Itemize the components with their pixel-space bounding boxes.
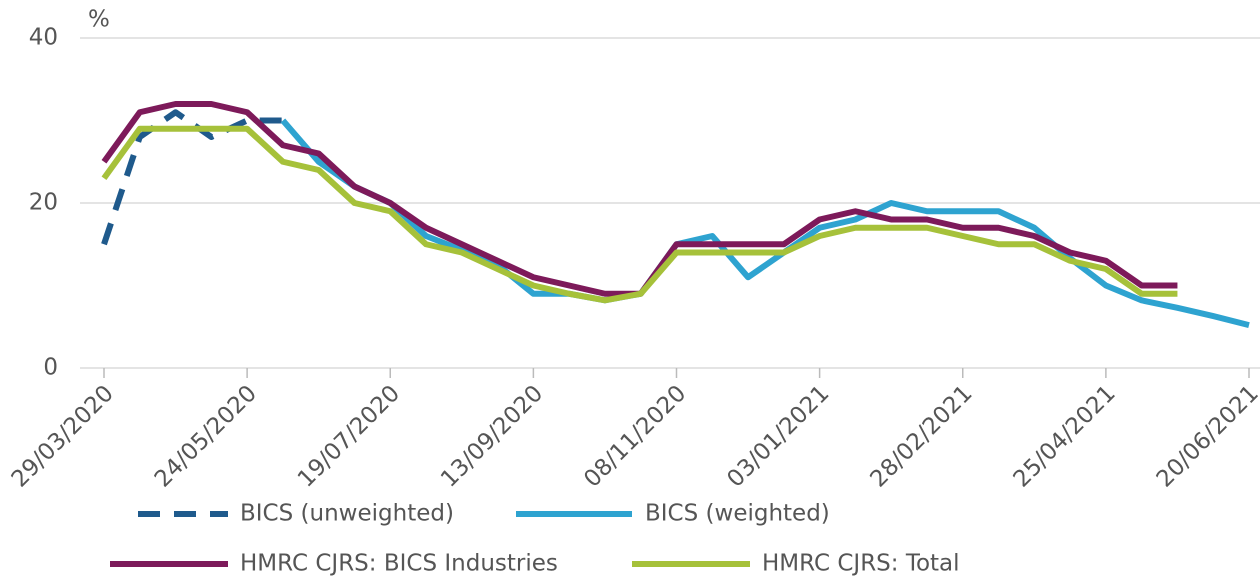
series-line	[101, 125, 1178, 304]
x-tick-label: 24/05/2020	[150, 380, 262, 492]
y-tick-label: 0	[43, 355, 58, 381]
legend-label: HMRC CJRS: BICS Industries	[240, 551, 558, 577]
legend-label: HMRC CJRS: Total	[762, 551, 960, 577]
x-tick-label: 08/11/2020	[579, 380, 691, 492]
series-line	[280, 118, 1250, 329]
x-tick-label: 20/06/2021	[1152, 380, 1260, 492]
x-tick-label: 28/02/2021	[865, 380, 977, 492]
legend-label: BICS (weighted)	[645, 501, 830, 527]
x-tick-label: 03/01/2021	[722, 380, 834, 492]
x-tick-label: 13/09/2020	[436, 380, 548, 492]
x-tick-label: 19/07/2020	[293, 380, 405, 492]
x-tick-label: 29/03/2020	[7, 380, 119, 492]
series-line	[101, 109, 283, 246]
y-tick-label: 20	[29, 190, 58, 216]
x-tick-label: 25/04/2021	[1009, 380, 1121, 492]
y-tick-label: 40	[29, 25, 58, 51]
y-axis-label: %	[88, 7, 110, 33]
series-line	[101, 101, 1178, 297]
legend-label: BICS (unweighted)	[240, 501, 454, 527]
